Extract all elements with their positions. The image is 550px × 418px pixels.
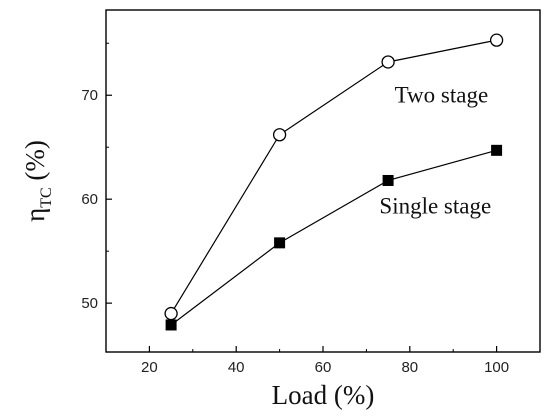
x-tick-label: 80: [401, 359, 418, 376]
y-axis-title-unit: (%): [20, 140, 50, 187]
series-line: [170, 149, 497, 326]
y-axis-title-symbol: η: [20, 208, 50, 222]
y-tick-label: 70: [81, 87, 98, 104]
series-annotation: Single stage: [379, 194, 491, 219]
series-lines: [170, 39, 497, 326]
y-tick-label: 60: [81, 191, 98, 208]
y-axis-title-subscript: TC: [38, 187, 55, 207]
x-tick-label: 100: [484, 359, 509, 376]
data-point-circle: [489, 33, 504, 47]
x-tick-label: 40: [228, 359, 245, 376]
series-annotation: Two stage: [395, 83, 489, 108]
x-tick-label: 20: [141, 359, 158, 376]
x-tick-label: 60: [315, 359, 332, 376]
data-point-square: [382, 174, 394, 186]
data-point-square: [165, 319, 177, 331]
x-axis-title: Load (%): [272, 380, 375, 410]
axis-ticks: 20 40 60 80 100 50 60 70: [81, 42, 509, 376]
data-point-circle: [381, 55, 395, 69]
annotations: Two stage Single stage: [379, 83, 491, 219]
y-axis-title: ηTC (%): [20, 140, 55, 222]
y-tick-label: 50: [81, 295, 98, 312]
data-point-circle: [164, 306, 178, 321]
data-point-square: [274, 237, 286, 249]
plot-frame: [105, 9, 541, 353]
data-point-circle: [272, 128, 287, 142]
series-markers: [164, 33, 504, 331]
data-point-square: [491, 144, 503, 156]
series-line: [170, 39, 497, 314]
